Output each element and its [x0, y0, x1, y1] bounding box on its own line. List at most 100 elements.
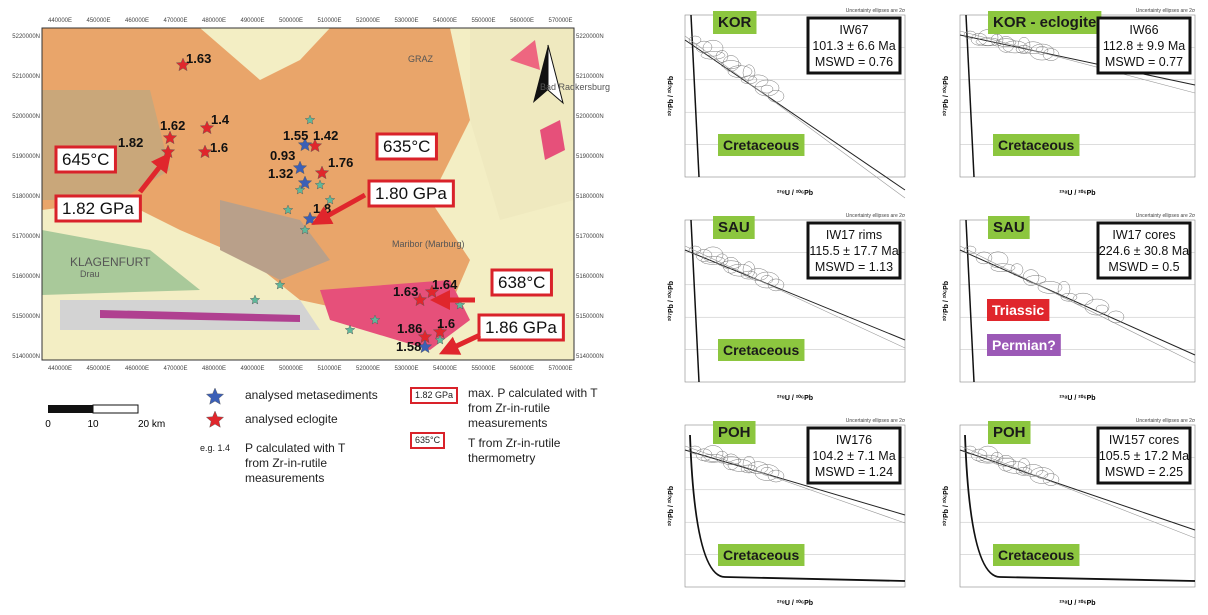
star — [206, 411, 223, 427]
x-coord: 480000E — [202, 366, 226, 372]
sample-text: MSWD = 1.24 — [815, 465, 893, 479]
uncertainty-note: Uncertainty ellipses are 2σ — [846, 418, 906, 424]
x-coord: 560000E — [510, 366, 534, 372]
figure-canvas: 440000E440000E450000E450000E460000E46000… — [0, 0, 1208, 615]
y-coord: 5160000N — [12, 274, 40, 280]
tag: POH — [993, 424, 1026, 441]
sample-text: 101.3 ± 6.6 Ma — [812, 39, 895, 53]
pressure: 1.82 GPa — [62, 199, 134, 218]
sample-text: IW17 rims — [826, 228, 882, 242]
y-coord: 5180000N — [576, 194, 604, 200]
period: Cretaceous — [723, 342, 799, 358]
y-coord: 5150000N — [12, 314, 40, 320]
x-coord: 480000E — [202, 18, 226, 24]
pressure: 1.80 GPa — [375, 184, 447, 203]
uncertainty-note: Uncertainty ellipses are 2σ — [1136, 8, 1196, 14]
map-background — [42, 28, 574, 360]
x-coord: 440000E — [48, 18, 72, 24]
y-coord: 5220000N — [12, 34, 40, 40]
star-label: 1.58 — [396, 339, 421, 354]
scale-bar — [48, 405, 93, 413]
star-label: 1.63 — [393, 284, 418, 299]
y-coord: 5190000N — [12, 154, 40, 160]
y-coord: 5150000N — [576, 314, 604, 320]
x-axis-label: ²³⁸U / ²⁰⁶Pb — [777, 394, 813, 402]
legend-text: analysed metasediments — [245, 388, 378, 403]
sample-text: MSWD = 0.76 — [815, 55, 893, 69]
panel: Uncertainty ellipses are 2σ²⁰⁷Pb / ²⁰⁶Pb… — [942, 213, 1196, 402]
y-axis-label: ²⁰⁷Pb / ²⁰⁶Pb — [942, 281, 950, 321]
legend-box: 635°C — [410, 432, 445, 449]
scale-label: 20 km — [138, 419, 165, 430]
star-label: 1.6 — [210, 140, 228, 155]
sample-text: MSWD = 2.25 — [1105, 465, 1183, 479]
uncertainty-note: Uncertainty ellipses are 2σ — [1136, 418, 1196, 424]
star-label: 1.42 — [313, 128, 338, 143]
panel: Uncertainty ellipses are 2σ²⁰⁷Pb / ²⁰⁶Pb… — [942, 8, 1196, 197]
period: Cretaceous — [998, 137, 1074, 153]
legend-text: e.g. 1.4 — [200, 441, 230, 456]
star — [206, 388, 223, 404]
place-name: Bad Radkersburg — [540, 82, 610, 92]
tag: KOR - eclogite — [993, 14, 1096, 31]
x-coord: 550000E — [471, 366, 495, 372]
tag: POH — [718, 424, 751, 441]
x-coord: 510000E — [317, 18, 341, 24]
legend-text: P calculated with T from Zr-in-rutile me… — [245, 441, 365, 486]
x-axis-label: ²³⁸U / ²⁰⁶Pb — [777, 189, 813, 197]
x-axis-label: ²³⁸U / ²⁰⁶Pb — [1059, 599, 1095, 607]
sample-text: IW176 — [836, 433, 872, 447]
star-label: 0.93 — [270, 148, 295, 163]
legend-text: max. P calculated with T from Zr-in-ruti… — [468, 386, 618, 431]
x-coord: 470000E — [163, 366, 187, 372]
period: Cretaceous — [723, 547, 799, 563]
x-coord: 570000E — [548, 18, 572, 24]
tag: SAU — [993, 219, 1025, 236]
star-label: 1.4 — [211, 112, 230, 127]
x-axis-label: ²³⁸U / ²⁰⁶Pb — [1059, 189, 1095, 197]
sample-text: MSWD = 0.5 — [1108, 260, 1179, 274]
x-coord: 450000E — [86, 18, 110, 24]
sample-text: IW17 cores — [1112, 228, 1175, 242]
star-label: 1.64 — [432, 277, 458, 292]
x-coord: 460000E — [125, 366, 149, 372]
x-coord: 460000E — [125, 18, 149, 24]
x-coord: 520000E — [356, 366, 380, 372]
pressure: 1.86 GPa — [485, 318, 557, 337]
period: Cretaceous — [723, 137, 799, 153]
place-name: GRAZ — [408, 54, 434, 64]
tag: KOR — [718, 14, 752, 31]
sample-text: 104.2 ± 7.1 Ma — [812, 449, 895, 463]
place-name: KLAGENFURT — [70, 255, 151, 269]
star-label: 1.82 — [118, 135, 143, 150]
x-coord: 510000E — [317, 366, 341, 372]
star-label: 1.6 — [437, 316, 455, 331]
sample-text: 105.5 ± 17.2 Ma — [1099, 449, 1189, 463]
period: Permian? — [992, 337, 1056, 353]
star-label: 1.32 — [268, 166, 293, 181]
sample-text: MSWD = 1.13 — [815, 260, 893, 274]
sample-text: IW67 — [839, 23, 868, 37]
y-coord: 5160000N — [576, 274, 604, 280]
scale-label: 10 — [87, 419, 99, 430]
sample-text: MSWD = 0.77 — [1105, 55, 1183, 69]
x-coord: 490000E — [240, 366, 264, 372]
x-coord: 540000E — [433, 366, 457, 372]
panel: Uncertainty ellipses are 2σ ²⁰⁷Pb / ²⁰⁶Pb… — [942, 418, 1196, 607]
y-coord: 5140000N — [576, 354, 604, 360]
x-coord: 560000E — [510, 18, 534, 24]
y-coord: 5140000N — [12, 354, 40, 360]
place-name: Maribor (Marburg) — [392, 239, 465, 249]
x-coord: 530000E — [394, 18, 418, 24]
legend-text: T from Zr-in-rutile thermometry — [468, 436, 588, 466]
x-coord: 570000E — [548, 366, 572, 372]
sample-text: 115.5 ± 17.7 Ma — [809, 244, 898, 258]
y-axis-label: ²⁰⁷Pb / ²⁰⁶Pb — [942, 486, 950, 526]
panel: Uncertainty ellipses are 2σ²⁰⁷Pb / ²⁰⁶Pb… — [667, 213, 906, 402]
legend-text: analysed eclogite — [245, 412, 338, 427]
x-coord: 450000E — [86, 366, 110, 372]
x-coord: 490000E — [240, 18, 264, 24]
sample-text: IW66 — [1129, 23, 1158, 37]
